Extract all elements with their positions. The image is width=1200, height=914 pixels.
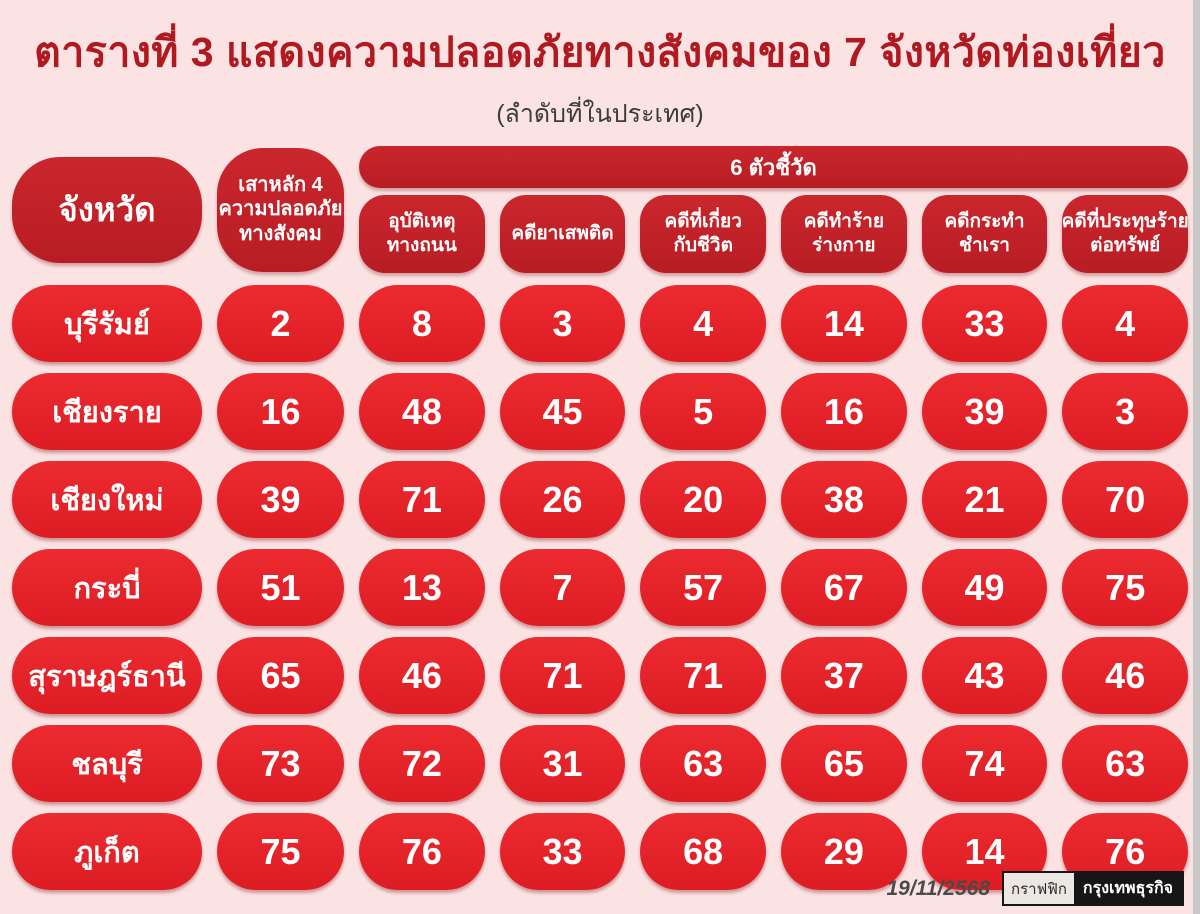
rank-pill: 8 xyxy=(359,285,485,362)
province-pill: กระบี่ xyxy=(12,549,202,626)
table-row: บุรีรัมย์ 2 8 3 4 14 33 4 xyxy=(12,285,1189,362)
rank-pill: 46 xyxy=(359,637,485,714)
rank-pill: 63 xyxy=(640,725,767,802)
province-pill: ภูเก็ต xyxy=(12,813,202,890)
province-header-label: จังหวัด xyxy=(58,191,156,228)
page-subtitle: (ลำดับที่ในประเทศ) xyxy=(496,100,704,128)
rank-pill: 3 xyxy=(1062,373,1189,450)
screenshot-edge-strip xyxy=(1193,0,1200,914)
page-title: ตารางที่ 3 แสดงความปลอดภัยทางสังคมของ 7 … xyxy=(34,29,1166,75)
rank-pill: 37 xyxy=(781,637,907,714)
table-row: เชียงใหม่ 39 71 26 20 38 21 70 xyxy=(12,461,1189,538)
pillar-header-line: เสาหลัก 4 xyxy=(238,173,323,196)
rank-pill: 43 xyxy=(921,637,1048,714)
province-header-pill: จังหวัด xyxy=(12,156,202,263)
province-pill: ชลบุรี xyxy=(12,725,202,802)
rank-pill: 16 xyxy=(217,373,344,450)
rank-pill: 21 xyxy=(921,461,1048,538)
pillar-header-line: ทางสังคม xyxy=(239,222,322,245)
indicator-headers-row: อุบัติเหตุ ทางถนน คดียาเสพติด คดีที่เกี่… xyxy=(359,195,1189,273)
rank-pill: 29 xyxy=(781,813,907,890)
footer: 19/11/2568 กราฟฟิก กรุงเทพธุรกิจ xyxy=(886,871,1184,906)
rank-pill: 4 xyxy=(640,285,767,362)
rank-pill: 3 xyxy=(499,285,626,362)
rank-pill: 71 xyxy=(359,461,485,538)
rank-pill: 33 xyxy=(921,285,1048,362)
publish-date: 19/11/2568 xyxy=(886,876,991,900)
indicators-header-block: 6 ตัวชี้วัด อุบัติเหตุ ทางถนน คดียาเสพติ… xyxy=(359,146,1189,273)
publisher-logo: กราฟฟิก กรุงเทพธุรกิจ xyxy=(1002,871,1184,906)
rank-pill: 76 xyxy=(359,813,485,890)
rank-pill: 51 xyxy=(217,549,344,626)
table-row: กระบี่ 51 13 7 57 67 49 75 xyxy=(12,549,1189,626)
rank-pill: 31 xyxy=(499,725,626,802)
safety-ranking-table: จังหวัด เสาหลัก 4 ความปลอดภัย ทางสังคม 6… xyxy=(0,134,1200,890)
province-header-cell: จังหวัด xyxy=(12,156,202,263)
province-pill: เชียงใหม่ xyxy=(12,461,202,538)
indicators-banner-label: 6 ตัวชี้วัด xyxy=(730,154,817,180)
pillar-header-line: ความปลอดภัย xyxy=(218,198,343,221)
rank-pill: 67 xyxy=(781,549,907,626)
rank-pill: 68 xyxy=(640,813,767,890)
indicator-header-drug-cases: คดียาเสพติด xyxy=(499,195,626,273)
rank-pill: 14 xyxy=(781,285,907,362)
rank-pill: 71 xyxy=(640,637,767,714)
rank-pill: 57 xyxy=(640,549,767,626)
pillar-header-pill: เสาหลัก 4 ความปลอดภัย ทางสังคม xyxy=(217,147,344,272)
rank-pill: 49 xyxy=(921,549,1048,626)
rank-pill: 26 xyxy=(499,461,626,538)
indicator-header-life-cases: คดีที่เกี่ยว กับชีวิต xyxy=(640,195,767,273)
rank-pill: 48 xyxy=(359,373,485,450)
rank-pill: 5 xyxy=(640,373,767,450)
indicators-banner: 6 ตัวชี้วัด xyxy=(359,146,1188,188)
rank-pill: 63 xyxy=(1062,725,1189,802)
rank-pill: 4 xyxy=(1062,285,1189,362)
indicator-header-assault-cases: คดีทำร้าย ร่างกาย xyxy=(781,195,907,273)
rank-pill: 75 xyxy=(217,813,344,890)
table-row: ชลบุรี 73 72 31 63 65 74 63 xyxy=(12,725,1189,802)
table-row: เชียงราย 16 48 45 5 16 39 3 xyxy=(12,373,1189,450)
rank-pill: 38 xyxy=(781,461,907,538)
rank-pill: 65 xyxy=(217,637,344,714)
rank-pill: 74 xyxy=(921,725,1048,802)
rank-pill: 72 xyxy=(359,725,485,802)
rank-pill: 46 xyxy=(1062,637,1189,714)
rank-pill: 7 xyxy=(499,549,626,626)
table-header-row: จังหวัด เสาหลัก 4 ความปลอดภัย ทางสังคม 6… xyxy=(12,146,1189,273)
table-row: สุราษฎร์ธานี 65 46 71 71 37 43 46 xyxy=(12,637,1189,714)
rank-pill: 16 xyxy=(781,373,907,450)
brand-name: กรุงเทพธุรกิจ xyxy=(1073,873,1182,904)
rank-pill: 73 xyxy=(217,725,344,802)
rank-pill: 75 xyxy=(1062,549,1189,626)
rank-pill: 71 xyxy=(499,637,626,714)
rank-pill: 13 xyxy=(359,549,485,626)
rank-pill: 39 xyxy=(921,373,1048,450)
indicator-header-rape-cases: คดีกระทำ ชำเรา xyxy=(921,195,1048,273)
rank-pill: 33 xyxy=(499,813,626,890)
province-pill: เชียงราย xyxy=(12,373,202,450)
rank-pill: 45 xyxy=(499,373,626,450)
rank-pill: 39 xyxy=(217,461,344,538)
province-pill: บุรีรัมย์ xyxy=(12,285,202,362)
rank-pill: 70 xyxy=(1062,461,1189,538)
indicator-header-road-accidents: อุบัติเหตุ ทางถนน xyxy=(359,195,485,273)
indicator-header-property-crimes: คดีที่ประทุษร้าย ต่อทรัพย์ xyxy=(1062,195,1189,273)
province-pill: สุราษฎร์ธานี xyxy=(12,637,202,714)
graphic-credit-label: กราฟฟิก xyxy=(1004,873,1074,904)
pillar-header-cell: เสาหลัก 4 ความปลอดภัย ทางสังคม xyxy=(217,147,344,272)
rank-pill: 2 xyxy=(217,285,344,362)
rank-pill: 65 xyxy=(781,725,907,802)
rank-pill: 20 xyxy=(640,461,767,538)
